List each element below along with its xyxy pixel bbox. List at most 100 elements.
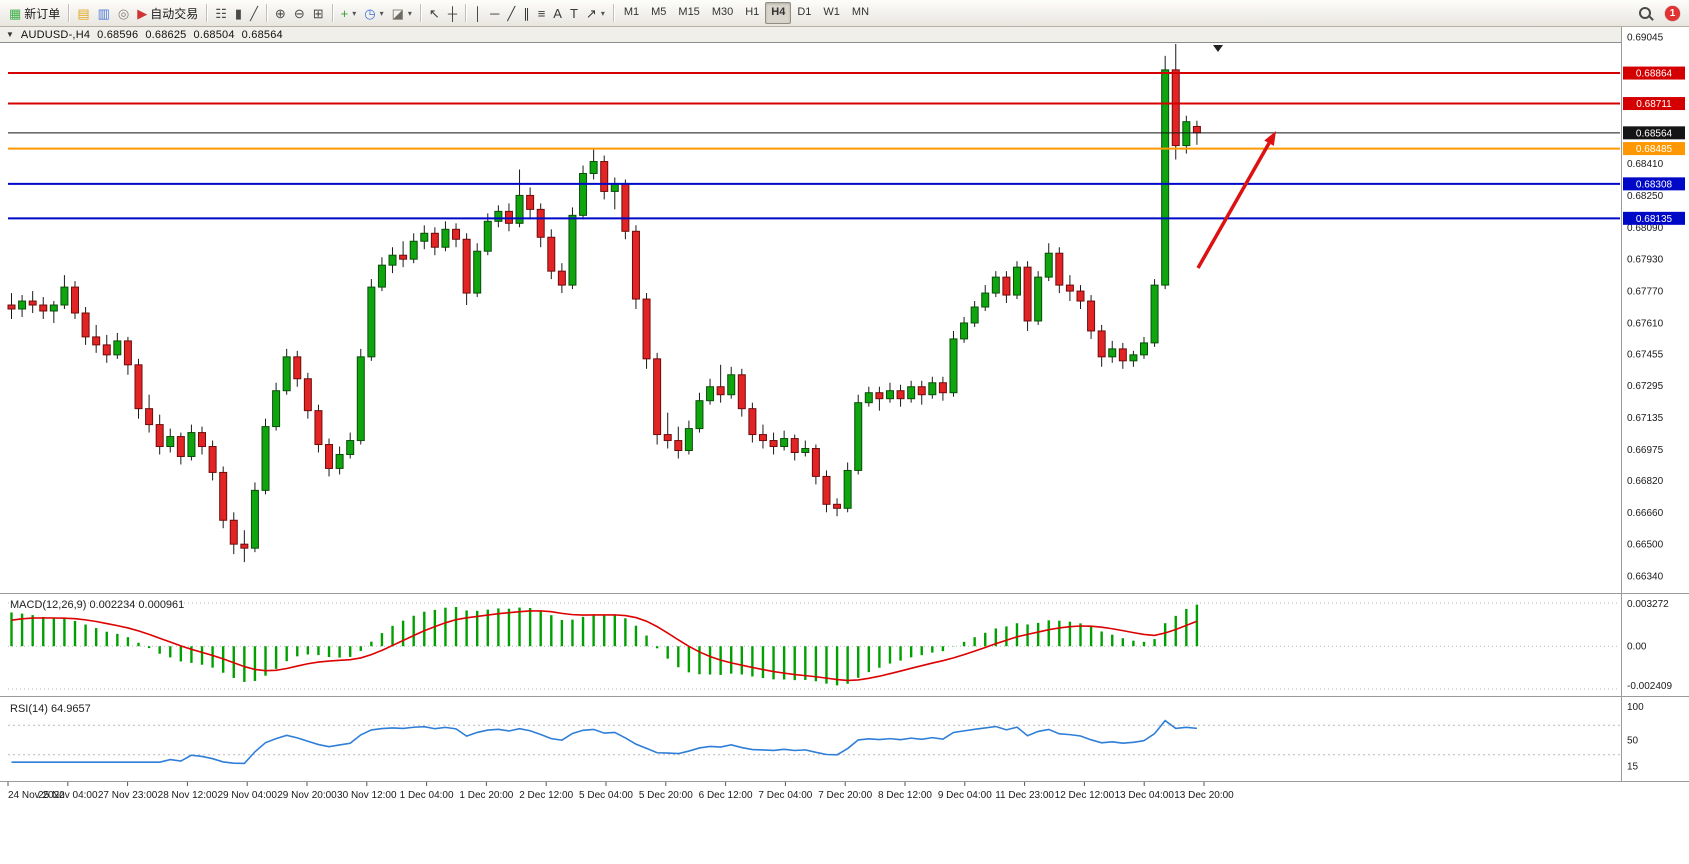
candlestick-chart-icon[interactable]: ▮ xyxy=(231,2,246,24)
chart-shift-marker[interactable] xyxy=(1213,45,1223,52)
candle[interactable] xyxy=(314,410,323,446)
candle[interactable] xyxy=(938,382,947,394)
candle[interactable] xyxy=(176,436,185,457)
zoom-in-icon[interactable]: ⊕ xyxy=(271,2,290,24)
horizontal-line-icon[interactable]: ─ xyxy=(486,2,503,24)
candle[interactable] xyxy=(1150,284,1159,344)
candle[interactable] xyxy=(917,386,926,396)
candle[interactable] xyxy=(547,236,556,272)
macd-panel[interactable]: MACD(12,26,9) 0.002234 0.000961 0.003272 0… xyxy=(8,599,1672,692)
candle[interactable] xyxy=(854,402,863,471)
candle[interactable] xyxy=(28,300,37,306)
candle[interactable] xyxy=(960,322,969,340)
timeframe-button-h1[interactable]: H1 xyxy=(745,6,760,18)
candle[interactable] xyxy=(864,392,873,404)
candle[interactable] xyxy=(399,254,408,260)
candle[interactable] xyxy=(39,304,48,312)
candle[interactable] xyxy=(145,408,154,426)
timeframe-button-m15[interactable]: M15 xyxy=(678,6,700,18)
candle[interactable] xyxy=(885,390,894,400)
trendline-icon[interactable]: ╱ xyxy=(503,2,519,24)
candle[interactable] xyxy=(250,489,259,549)
candle[interactable] xyxy=(801,448,810,454)
candle[interactable] xyxy=(1108,348,1117,358)
timeframe-button-d1[interactable]: D1 xyxy=(797,6,812,18)
candle[interactable] xyxy=(589,161,598,174)
candle[interactable] xyxy=(208,446,217,473)
timeframe-button-mn[interactable]: MN xyxy=(851,6,870,18)
candle[interactable] xyxy=(1192,125,1201,134)
candle[interactable] xyxy=(674,440,683,452)
candle[interactable] xyxy=(1139,342,1148,356)
candle[interactable] xyxy=(335,453,344,469)
candle[interactable] xyxy=(928,382,937,396)
candle[interactable] xyxy=(166,436,175,448)
timeframe-button-w1[interactable]: W1 xyxy=(823,6,840,18)
candle[interactable] xyxy=(1065,284,1074,292)
candle[interactable] xyxy=(737,374,746,410)
timeframe-button-h4[interactable]: H4 xyxy=(765,2,792,24)
indicators-button[interactable]: + ▾ xyxy=(337,2,361,24)
candle[interactable] xyxy=(896,390,905,400)
templates-button[interactable]: ◪ ▾ xyxy=(388,2,416,24)
channel-icon[interactable]: ∥ xyxy=(519,2,534,24)
candle[interactable] xyxy=(1034,276,1043,322)
candle[interactable] xyxy=(991,276,1000,294)
candle[interactable] xyxy=(1161,69,1170,286)
data-window-icon[interactable]: ▥ xyxy=(94,2,114,24)
timeframe-button-m5[interactable]: M5 xyxy=(651,6,667,18)
notification-badge[interactable]: 1 xyxy=(1665,5,1680,21)
candle[interactable] xyxy=(843,469,852,509)
navigator-icon[interactable]: ◎ xyxy=(114,2,133,24)
price-axis[interactable]: 0.69045 0.68410 0.68250 0.68090 0.67930 0.677… xyxy=(1627,32,1664,582)
label-icon[interactable]: T xyxy=(566,2,582,24)
candle[interactable] xyxy=(780,438,789,448)
candle[interactable] xyxy=(462,238,471,294)
candle[interactable] xyxy=(473,250,482,294)
chart-window[interactable]: ▼ AUDUSD-,H4 0.68596 0.68625 0.68504 0.6… xyxy=(0,27,1689,864)
candle[interactable] xyxy=(907,386,916,400)
candle[interactable] xyxy=(346,440,355,455)
candle[interactable] xyxy=(557,270,566,286)
candle[interactable] xyxy=(367,286,376,358)
line-chart-icon[interactable]: ╱ xyxy=(246,2,262,24)
candle[interactable] xyxy=(1129,354,1138,362)
candle[interactable] xyxy=(441,228,450,248)
candle[interactable] xyxy=(811,448,820,477)
panel-separators[interactable] xyxy=(0,593,1689,782)
candle[interactable] xyxy=(430,232,439,248)
candle[interactable] xyxy=(526,194,535,210)
candle[interactable] xyxy=(123,340,132,366)
cursor-icon[interactable]: ↖ xyxy=(425,2,444,24)
chart-canvas[interactable]: 0.69045 0.68410 0.68250 0.68090 0.67930 0.677… xyxy=(0,27,1689,864)
candle[interactable] xyxy=(1097,330,1106,358)
candle[interactable] xyxy=(1076,290,1085,302)
candle[interactable] xyxy=(684,428,693,452)
candle[interactable] xyxy=(600,161,609,192)
candle[interactable] xyxy=(240,543,249,549)
timeframe-button-m30[interactable]: M30 xyxy=(711,6,734,18)
candles-layer[interactable] xyxy=(7,43,1201,563)
candle[interactable] xyxy=(1044,252,1053,278)
candle[interactable] xyxy=(1171,69,1180,147)
candle[interactable] xyxy=(1118,348,1127,362)
trend-arrow[interactable] xyxy=(1196,131,1276,269)
candle[interactable] xyxy=(663,434,672,442)
candle[interactable] xyxy=(71,286,80,314)
rsi-panel[interactable]: RSI(14) 64.9657 100 50 15 xyxy=(8,702,1644,772)
candle[interactable] xyxy=(949,338,958,394)
candle[interactable] xyxy=(377,264,386,288)
candle[interactable] xyxy=(1023,266,1032,322)
candle[interactable] xyxy=(420,232,429,242)
chart-menu-icon[interactable]: ▼ xyxy=(6,30,14,39)
auto-trading-button[interactable]: ▶ 自动交易 xyxy=(133,2,202,24)
candle[interactable] xyxy=(833,503,842,509)
candle[interactable] xyxy=(706,386,715,402)
candle[interactable] xyxy=(219,471,228,521)
candle[interactable] xyxy=(716,386,725,396)
candle[interactable] xyxy=(113,340,122,356)
candle[interactable] xyxy=(1002,276,1011,296)
crosshair-icon[interactable]: ┼ xyxy=(444,2,461,24)
vertical-line-icon[interactable]: │ xyxy=(470,2,486,24)
candle[interactable] xyxy=(198,432,207,448)
